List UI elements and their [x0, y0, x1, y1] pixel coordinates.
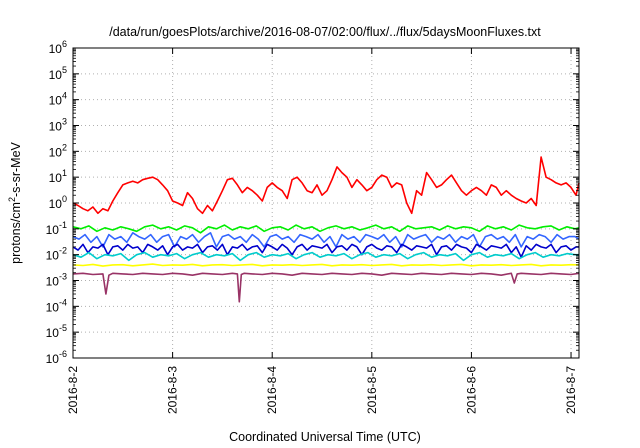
series-line-6: [72, 272, 580, 303]
y-tick-label: 10-2: [46, 246, 67, 263]
y-tick-exponent: 5: [62, 65, 67, 75]
series-line-3: [72, 243, 579, 258]
y-tick-base: 10: [46, 223, 60, 237]
series-line-2: [72, 232, 580, 248]
y-tick-base: 10: [46, 326, 60, 340]
y-axis: 10-610-510-410-310-210-11001011021031041…: [46, 39, 579, 366]
y-tick-exponent: 3: [62, 117, 67, 127]
y-tick-base: 10: [49, 94, 63, 108]
y-tick-exponent: 2: [62, 142, 67, 152]
y-tick-base: 10: [49, 42, 63, 56]
y-tick-label: 102: [49, 142, 67, 159]
x-axis-title: Coordinated Universal Time (UTC): [229, 430, 421, 444]
y-tick-exponent: -4: [59, 297, 67, 307]
y-tick-label: 10-3: [46, 272, 67, 289]
x-tick-label: 2016-8-7: [564, 366, 578, 414]
y-tick-base: 10: [46, 249, 60, 263]
y-tick-label: 10-4: [46, 297, 67, 314]
y-tick-label: 100: [49, 194, 67, 211]
y-tick-base: 10: [46, 352, 60, 366]
y-tick-exponent: -5: [59, 323, 67, 333]
y-tick-exponent: 0: [62, 194, 67, 204]
y-tick-base: 10: [46, 300, 60, 314]
x-tick-label: 2016-8-2: [66, 366, 80, 414]
y-tick-label: 104: [49, 91, 67, 108]
y-tick-base: 10: [49, 171, 63, 185]
grid: [73, 48, 579, 358]
x-tick-label: 2016-8-3: [166, 366, 180, 414]
x-tick-label: 2016-8-4: [265, 366, 279, 414]
y-tick-exponent: 4: [62, 91, 67, 101]
chart-title: /data/run/goesPlots/archive/2016-08-07/0…: [109, 25, 541, 39]
y-tick-base: 10: [49, 197, 63, 211]
series-line-4: [72, 251, 579, 262]
y-tick-label: 105: [49, 65, 67, 82]
y-axis-title-unit: -s-sr-MeV: [9, 141, 23, 197]
y-tick-exponent: -3: [59, 272, 67, 282]
y-tick-label: 103: [49, 117, 67, 134]
y-axis-title-exponent: 2: [7, 197, 17, 202]
x-tick-label: 2016-8-5: [365, 366, 379, 414]
y-tick-label: 10-5: [46, 323, 67, 340]
x-axis: 2016-8-2 2016-8-3 2016-8-4 2016-8-5 2016-8-6…: [66, 48, 578, 414]
y-tick-exponent: 6: [62, 39, 67, 49]
series-layer: [72, 156, 580, 303]
y-tick-base: 10: [49, 68, 63, 82]
y-axis-title-main: protons/cm: [9, 202, 23, 264]
y-tick-label: 101: [49, 168, 67, 185]
series-line-1: [72, 224, 580, 234]
series-line-0: [72, 156, 580, 215]
y-tick-base: 10: [46, 275, 60, 289]
y-tick-exponent: -2: [59, 246, 67, 256]
y-tick-base: 10: [49, 145, 63, 159]
y-tick-exponent: -1: [59, 220, 67, 230]
y-tick-exponent: -6: [59, 349, 67, 359]
series-line-5: [72, 263, 580, 267]
y-axis-title: protons/cm2-s-sr-MeV: [7, 141, 23, 263]
x-tick-label: 2016-8-6: [464, 366, 478, 414]
y-tick-label: 10-1: [46, 220, 67, 237]
y-tick-base: 10: [49, 120, 63, 134]
y-tick-label: 106: [49, 39, 67, 56]
y-tick-exponent: 1: [62, 168, 67, 178]
y-tick-label: 10-6: [46, 349, 67, 366]
